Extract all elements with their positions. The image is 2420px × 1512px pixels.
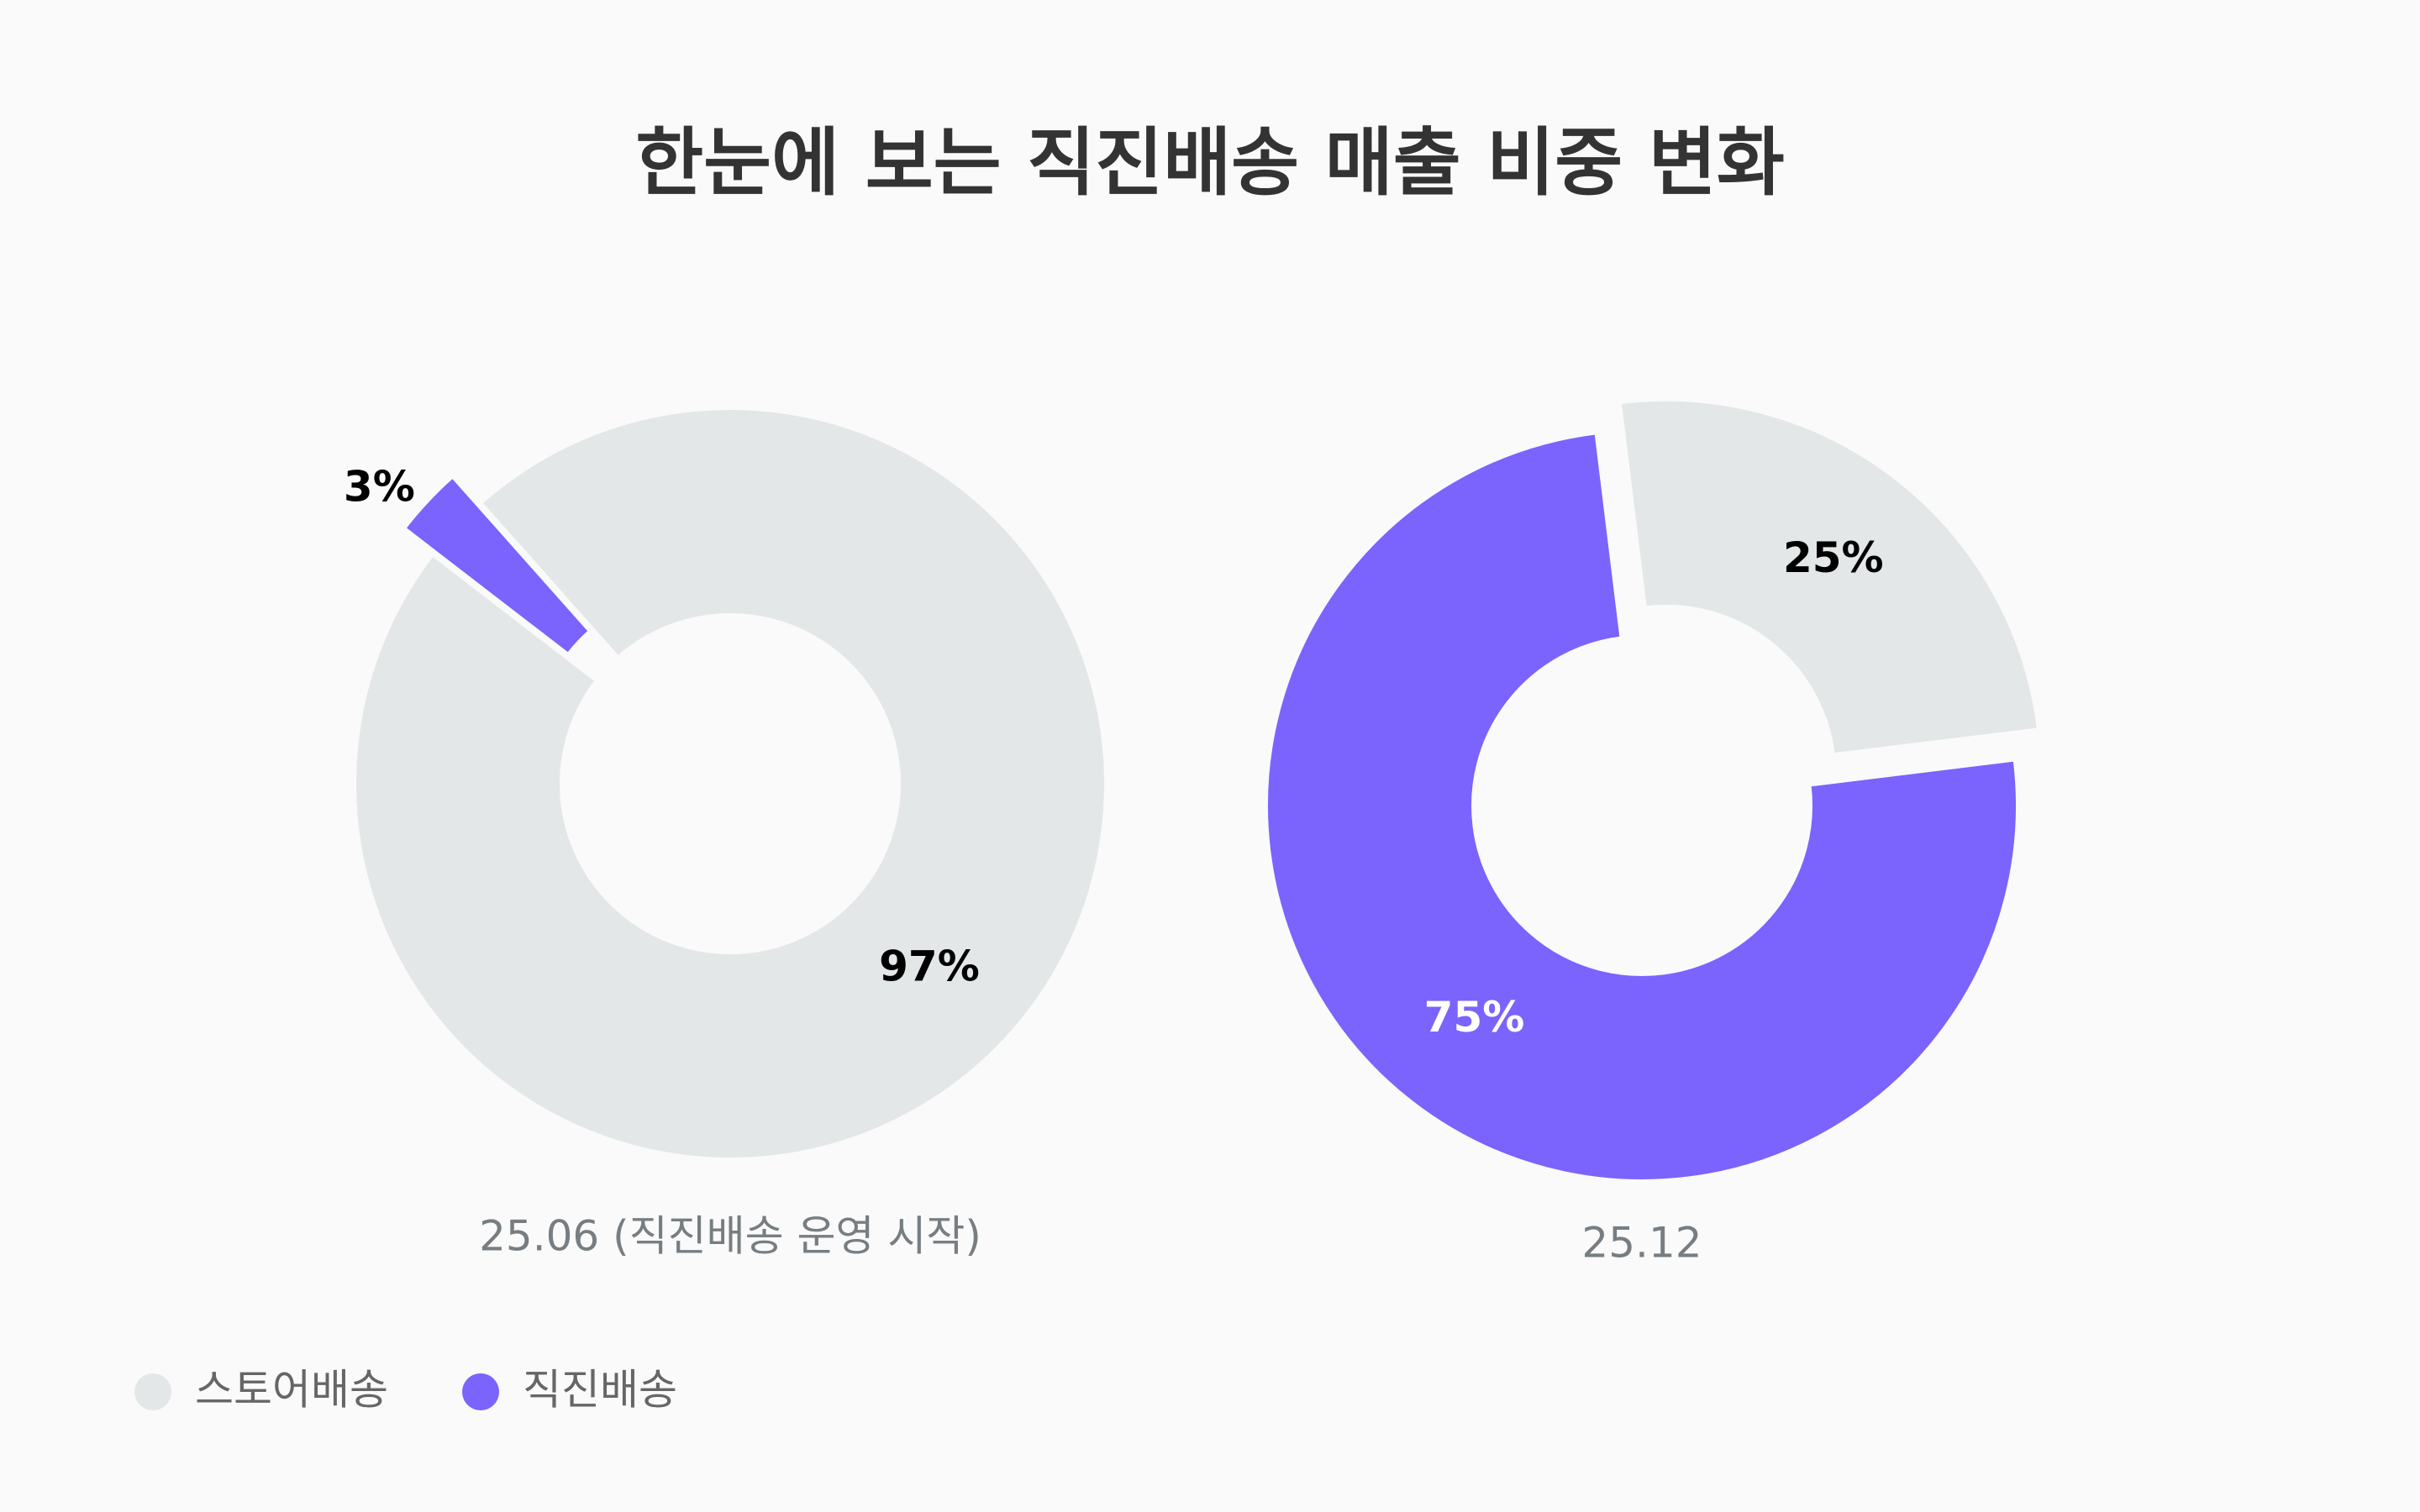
legend-marker [134, 1373, 171, 1410]
subtitle: 25.06 (직진배송 운영 시작) [479, 1212, 981, 1261]
pie-slice [1618, 397, 2041, 757]
legend-label: 직진배송 [523, 1366, 677, 1415]
value-label: 97% [879, 942, 980, 990]
value-label: 3% [344, 463, 415, 512]
subtitle: 25.12 [1581, 1219, 1702, 1268]
value-label: 75% [1424, 993, 1525, 1042]
chart-title: 한눈에 보는 직진배송 매출 비중 변화 [635, 119, 1785, 206]
value-label: 25% [1783, 533, 1884, 582]
legend-marker [462, 1373, 499, 1410]
pie-slice [353, 407, 1107, 1161]
pie-slice [402, 474, 592, 657]
pie-slice [1265, 431, 2019, 1183]
legend-label: 스토어배송 [195, 1366, 388, 1415]
